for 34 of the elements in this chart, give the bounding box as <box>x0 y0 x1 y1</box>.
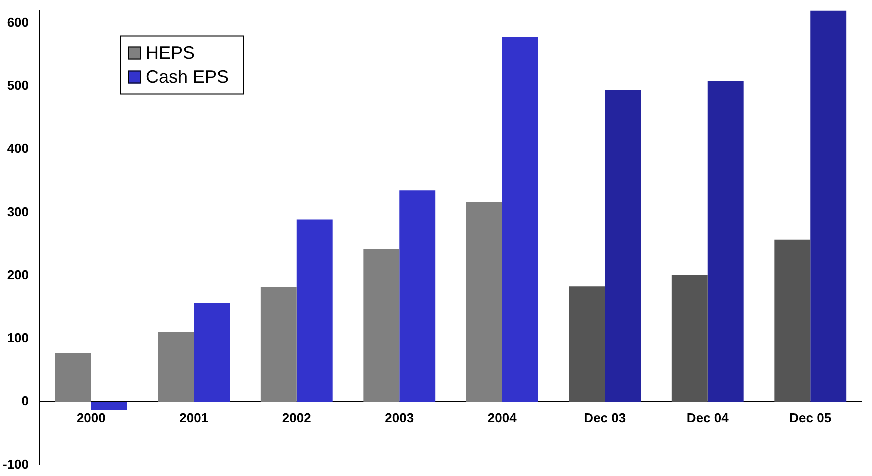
bar <box>466 202 502 402</box>
bar <box>55 353 92 402</box>
x-tick-label: 2004 <box>488 410 518 426</box>
bar <box>774 240 811 402</box>
bar <box>364 249 400 402</box>
bar <box>569 286 606 402</box>
bar <box>158 332 194 402</box>
x-tick-label: 2001 <box>180 410 209 426</box>
bar <box>260 287 297 402</box>
bar <box>296 220 333 402</box>
bar <box>672 275 708 402</box>
legend-label: HEPS <box>146 42 196 63</box>
bar <box>810 10 847 402</box>
y-tick-label: 500 <box>7 78 30 94</box>
y-tick-label: 200 <box>7 267 30 282</box>
y-tick-label: 400 <box>7 141 30 156</box>
x-tick-label: Dec 04 <box>686 410 730 426</box>
y-tick-label: 300 <box>7 204 30 220</box>
x-tick-label: 2000 <box>76 410 106 426</box>
y-tick-label: 0 <box>22 394 30 409</box>
bar <box>91 402 128 410</box>
bar <box>194 303 230 402</box>
y-tick-label: 100 <box>7 330 30 346</box>
legend-label: Cash EPS <box>146 66 230 87</box>
x-tick-label: Dec 03 <box>584 410 626 426</box>
y-tick-label: 600 <box>7 15 30 30</box>
x-tick-label: 2003 <box>385 410 414 426</box>
y-tick-label: -100 <box>2 456 30 472</box>
x-tick-label: Dec 05 <box>790 410 832 426</box>
bar <box>400 190 436 402</box>
bar <box>605 90 642 402</box>
bar <box>708 81 744 402</box>
x-tick-label: 2002 <box>282 410 312 426</box>
bar <box>502 37 538 402</box>
